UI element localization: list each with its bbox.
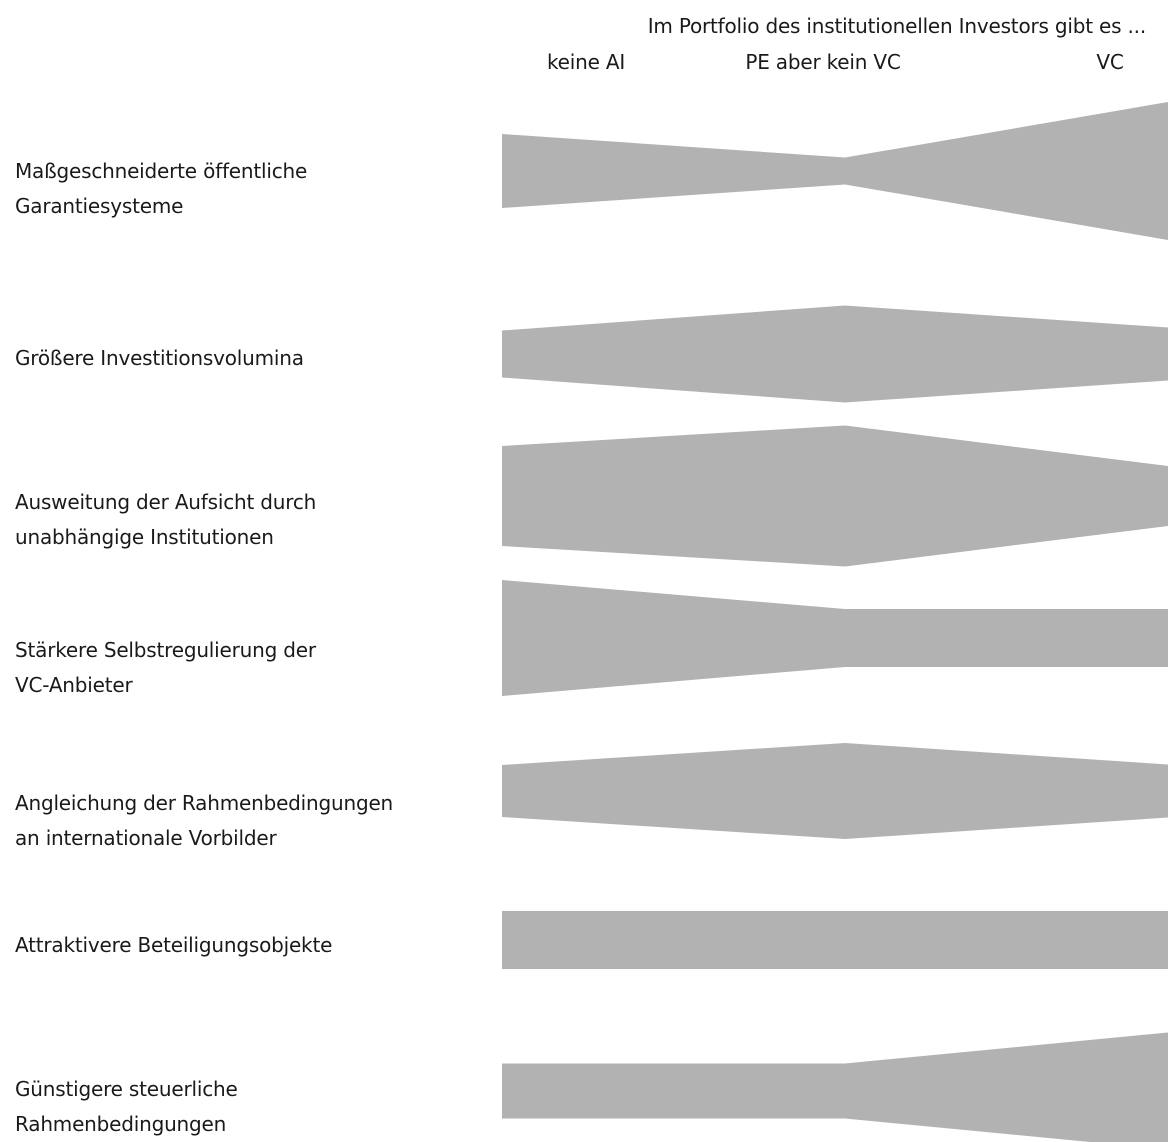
- chart-title: Im Portfolio des institutionellen Invest…: [647, 14, 1147, 38]
- row-label-rahmenbedingungen-international: Angleichung der Rahmenbedingungen an int…: [15, 791, 394, 850]
- band-aufsicht: [502, 425, 1168, 567]
- band-selbstregulierung: [502, 580, 1168, 696]
- column-label-vc: VC: [1096, 50, 1124, 74]
- band-rahmenbedingungen-international: [502, 743, 1168, 839]
- column-label-pe-aber-kein-vc: PE aber kein VC: [745, 50, 901, 74]
- row-label-garantiesysteme: Maßgeschneiderte öffentliche Garantiesys…: [15, 159, 308, 218]
- row-label-selbstregulierung: Stärkere Selbstregulierung der VC-Anbiet…: [15, 638, 316, 697]
- band-investitionsvolumina: [502, 305, 1168, 403]
- row-label-steuerliche-rahmenbedingungen: Günstigere steuerliche Rahmenbedingungen: [15, 1077, 238, 1136]
- band-garantiesysteme: [502, 102, 1168, 240]
- row-label-beteiligungsobjekte: Attraktivere Beteiligungsobjekte: [15, 933, 333, 957]
- band-steuerliche-rahmenbedingungen: [502, 1032, 1168, 1142]
- band-beteiligungsobjekte: [502, 911, 1168, 969]
- row-label-investitionsvolumina: Größere Investitionsvolumina: [15, 346, 304, 370]
- row-label-aufsicht: Ausweitung der Aufsicht durch unabhängig…: [15, 490, 317, 549]
- column-label-keine-ai: keine AI: [546, 50, 626, 74]
